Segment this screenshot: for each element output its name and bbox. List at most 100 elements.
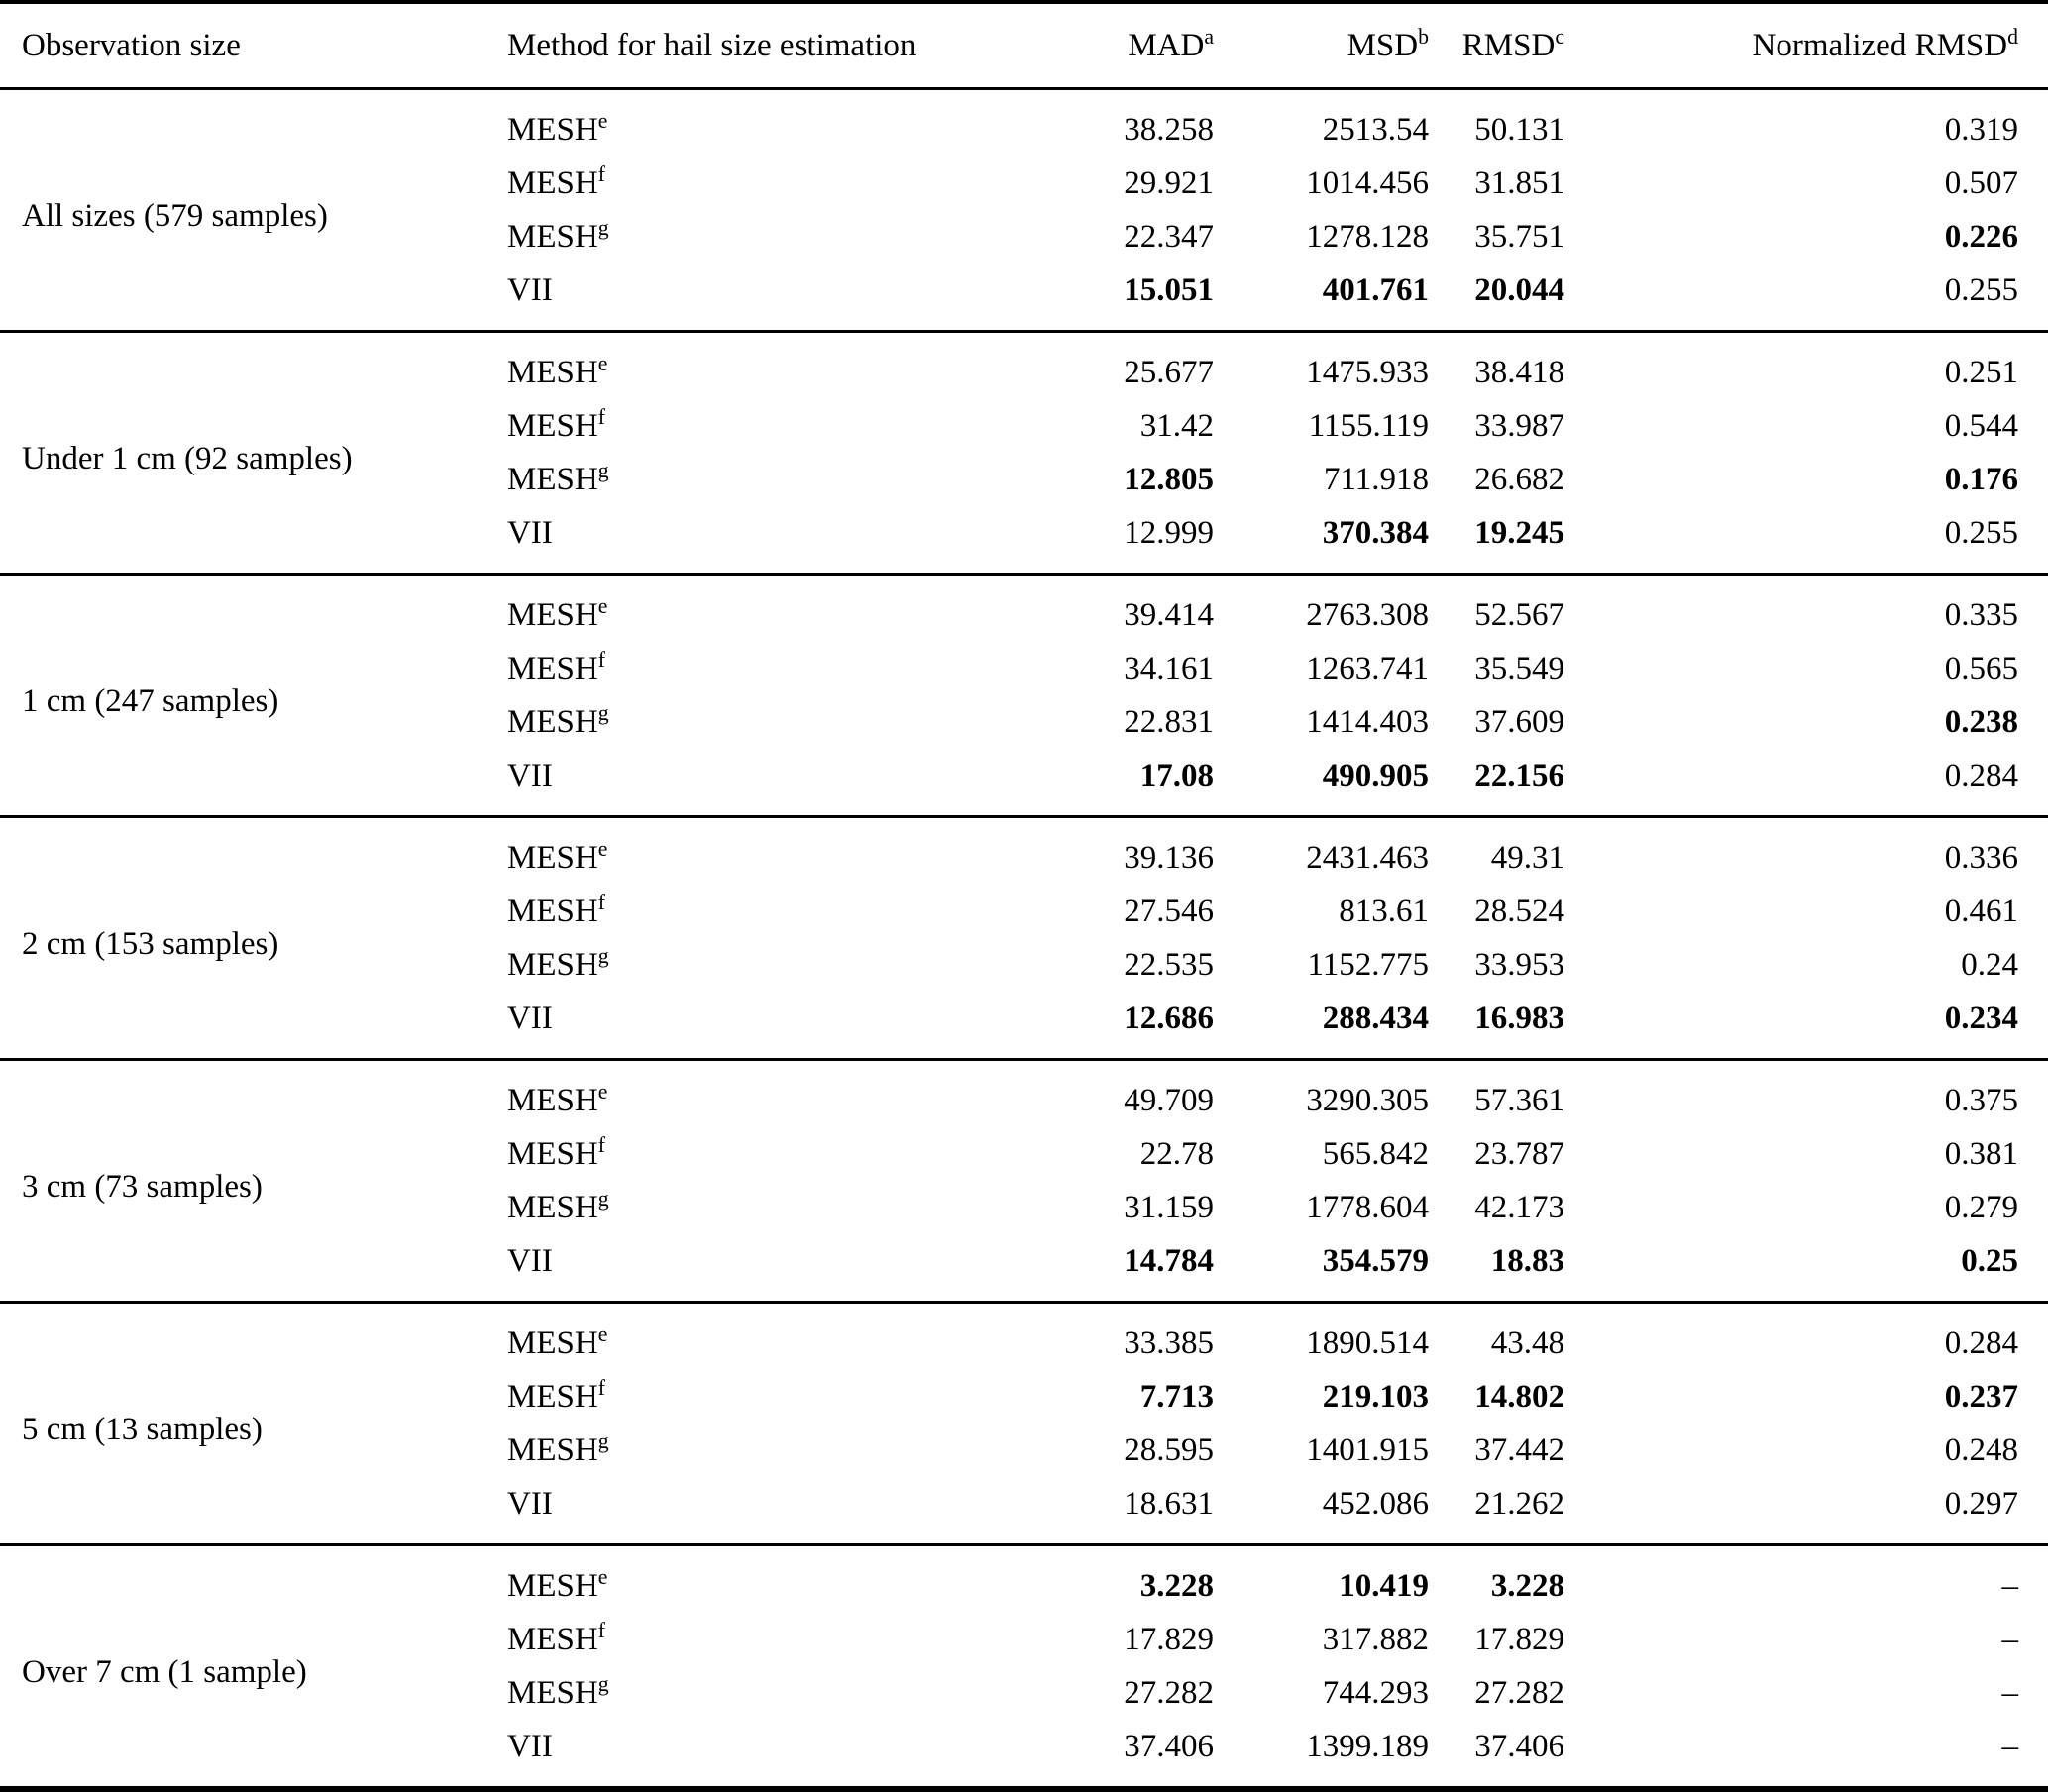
normalized-rmsd-value: 0.375 xyxy=(1944,1082,2018,1118)
normalized-rmsd-value: 0.335 xyxy=(1944,596,2018,633)
rmsd-value: 27.282 xyxy=(1474,1674,1564,1711)
mad-value: 33.385 xyxy=(1124,1324,1214,1361)
mad-value: 39.136 xyxy=(1124,839,1214,876)
table-row: MESHg 22.347 1278.128 35.751 0.226 xyxy=(0,210,2048,264)
method-label: MESHe xyxy=(507,1321,608,1361)
method-footnote-mark: f xyxy=(597,647,605,672)
table-row: 3 cm (73 samples) MESHe 49.709 3290.305 57.3… xyxy=(0,1060,2048,1205)
normalized-rmsd-value: 0.25 xyxy=(1961,1242,2018,1279)
normalized-rmsd-value: 0.565 xyxy=(1944,650,2018,686)
col-header-rmsd-label: RMSD xyxy=(1461,27,1556,63)
msd-value: 1263.741 xyxy=(1306,650,1429,686)
mad-value: 15.051 xyxy=(1124,271,1214,308)
msd-value: 1155.119 xyxy=(1308,407,1429,444)
mad-value: 38.258 xyxy=(1124,111,1214,148)
method-label: MESHf xyxy=(507,1375,605,1415)
method-footnote-mark: f xyxy=(597,1132,605,1157)
col-header-msd-label: MSD xyxy=(1347,27,1419,63)
method-footnote-mark: e xyxy=(597,1079,608,1104)
method-footnote-mark: g xyxy=(597,215,609,240)
method-footnote-mark: e xyxy=(597,108,608,133)
mad-value: 22.831 xyxy=(1124,703,1214,740)
msd-value: 452.086 xyxy=(1322,1485,1429,1522)
mad-value: 27.546 xyxy=(1124,893,1214,929)
msd-value: 490.905 xyxy=(1322,757,1429,793)
msd-value: 711.918 xyxy=(1323,461,1429,497)
mad-value: 39.414 xyxy=(1124,596,1214,633)
method-label: MESHf xyxy=(507,647,605,686)
col-header-rmsd: RMSDc xyxy=(1430,2,1565,90)
observation-size-label: 2 cm (153 samples) xyxy=(22,926,279,963)
mad-value: 31.159 xyxy=(1124,1189,1214,1225)
table-row: VII 17.08 490.905 22.156 0.284 xyxy=(0,749,2048,817)
method-footnote-mark: e xyxy=(597,593,608,618)
col-header-rmsd-footnote-mark: c xyxy=(1555,24,1564,49)
table-row: Over 7 cm (1 sample) MESHe 3.228 10.419 3.22… xyxy=(0,1545,2048,1690)
table-row: MESHf 17.829 317.882 17.829 – xyxy=(0,1613,2048,1666)
mad-value: 22.535 xyxy=(1124,946,1214,983)
mad-value: 14.784 xyxy=(1124,1242,1214,1279)
normalized-rmsd-value: 0.251 xyxy=(1944,354,2018,390)
msd-value: 288.434 xyxy=(1322,1000,1429,1036)
col-header-observation-size: Observation size xyxy=(0,2,487,90)
method-label: MESHg xyxy=(507,1428,609,1468)
method-footnote-mark: f xyxy=(597,404,605,429)
table-row: MESHg 28.595 1401.915 37.442 0.248 xyxy=(0,1423,2048,1477)
mad-value: 3.228 xyxy=(1139,1567,1214,1604)
msd-value: 1399.189 xyxy=(1306,1728,1429,1764)
method-label: MESHf xyxy=(507,1618,605,1657)
normalized-rmsd-value: 0.226 xyxy=(1944,218,2018,255)
msd-value: 1152.775 xyxy=(1307,946,1429,983)
method-label: MESHe xyxy=(507,836,608,876)
mad-value: 27.282 xyxy=(1124,1674,1214,1711)
col-header-mad: MADa xyxy=(1019,2,1215,90)
table-row: VII 14.784 354.579 18.83 0.25 xyxy=(0,1234,2048,1303)
method-label: MESHg xyxy=(507,1186,609,1225)
method-label: MESHe xyxy=(507,1564,608,1604)
method-label: MESHe xyxy=(507,351,608,390)
method-footnote-mark: g xyxy=(597,700,609,725)
method-label: MESHe xyxy=(507,108,608,148)
table-row: MESHf 7.713 219.103 14.802 0.237 xyxy=(0,1370,2048,1423)
observation-size-label: 1 cm (247 samples) xyxy=(22,684,279,720)
mad-value: 28.595 xyxy=(1124,1431,1214,1468)
rmsd-value: 37.406 xyxy=(1474,1728,1564,1764)
normalized-rmsd-value: 0.255 xyxy=(1944,271,2018,308)
col-header-mad-label: MAD xyxy=(1128,27,1205,63)
rmsd-value: 21.262 xyxy=(1474,1485,1564,1522)
normalized-rmsd-value: 0.248 xyxy=(1944,1431,2018,1468)
observation-group: 5 cm (13 samples) MESHe 33.385 1890.514 43.4… xyxy=(0,1302,2048,1545)
msd-value: 10.419 xyxy=(1339,1567,1429,1604)
method-label: MESHf xyxy=(507,890,605,929)
normalized-rmsd-value: 0.284 xyxy=(1944,1324,2018,1361)
observation-group: 1 cm (247 samples) MESHe 39.414 2763.308 52.… xyxy=(0,574,2048,817)
table-row: MESHf 22.78 565.842 23.787 0.381 xyxy=(0,1127,2048,1181)
rmsd-value: 3.228 xyxy=(1490,1567,1564,1604)
rmsd-value: 52.567 xyxy=(1474,596,1564,633)
rmsd-value: 37.609 xyxy=(1474,703,1564,740)
method-label: VII xyxy=(507,757,553,793)
table-row: 2 cm (153 samples) MESHe 39.136 2431.463 49.… xyxy=(0,817,2048,962)
normalized-rmsd-value: 0.544 xyxy=(1944,407,2018,444)
mad-value: 29.921 xyxy=(1124,164,1214,201)
method-label: MESHg xyxy=(507,458,609,497)
rmsd-value: 35.751 xyxy=(1474,218,1564,255)
normalized-rmsd-value: 0.279 xyxy=(1944,1189,2018,1225)
table-row: MESHf 29.921 1014.456 31.851 0.507 xyxy=(0,157,2048,210)
normalized-rmsd-value: 0.238 xyxy=(1944,703,2018,740)
col-header-msd-footnote-mark: b xyxy=(1418,24,1429,49)
rmsd-value: 33.953 xyxy=(1474,946,1564,983)
rmsd-value: 16.983 xyxy=(1474,1000,1564,1036)
col-header-normalized-rmsd: Normalized RMSDd xyxy=(1565,2,2048,90)
observation-size-label: Under 1 cm (92 samples) xyxy=(22,441,353,477)
table-row: MESHf 34.161 1263.741 35.549 0.565 xyxy=(0,642,2048,695)
rmsd-value: 28.524 xyxy=(1474,893,1564,929)
msd-value: 1014.456 xyxy=(1306,164,1429,201)
msd-value: 1278.128 xyxy=(1306,218,1429,255)
msd-value: 1401.915 xyxy=(1306,1431,1429,1468)
observation-group: Under 1 cm (92 samples) MESHe 25.677 1475.9… xyxy=(0,331,2048,575)
mad-value: 31.42 xyxy=(1139,407,1214,444)
table-row: Under 1 cm (92 samples) MESHe 25.677 1475.9… xyxy=(0,332,2048,476)
observation-group: 3 cm (73 samples) MESHe 49.709 3290.305 57.3… xyxy=(0,1059,2048,1303)
